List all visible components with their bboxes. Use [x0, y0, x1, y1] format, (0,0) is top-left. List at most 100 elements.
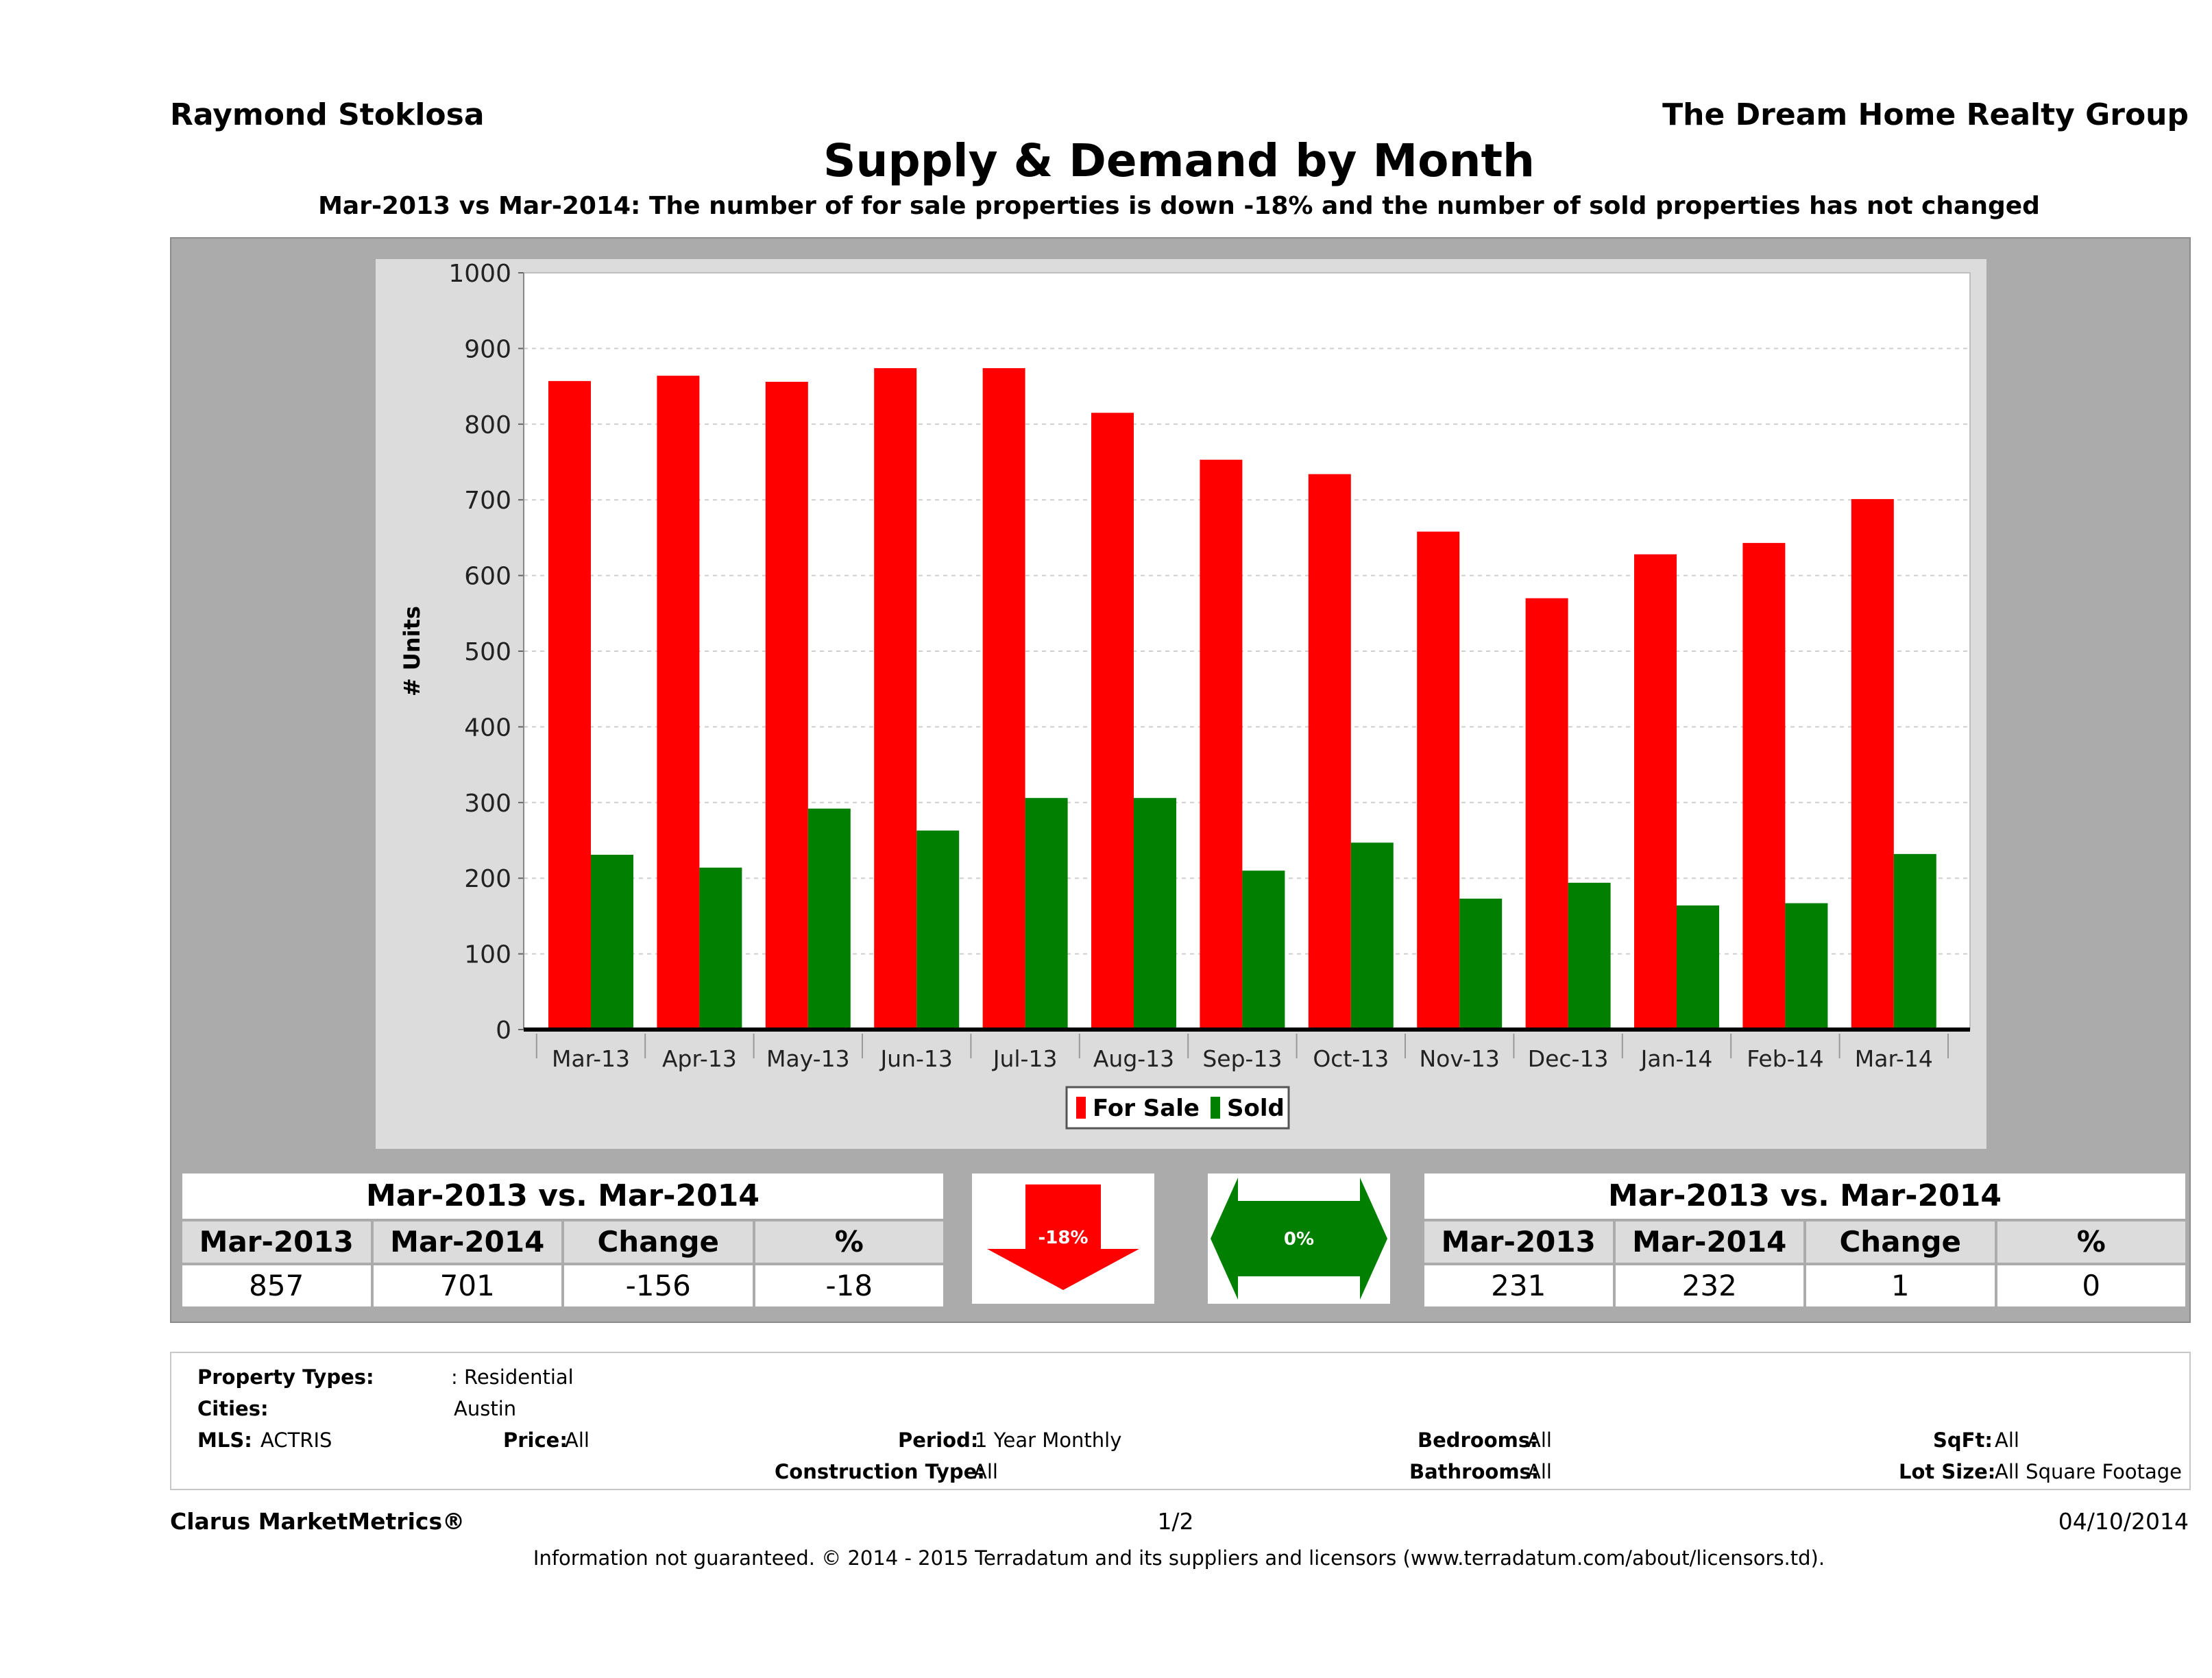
x-tick-label: May-13 — [766, 1045, 850, 1072]
property-types-value: : Residential — [451, 1365, 574, 1389]
period-label: Period: — [898, 1428, 979, 1452]
bar-sold — [1568, 882, 1611, 1030]
bathrooms-value: All — [1527, 1460, 1552, 1483]
y-tick-label: 600 — [464, 563, 511, 591]
forsale-change-label: -18% — [1038, 1228, 1088, 1248]
forsale-col-mar2013: Mar-2013 — [182, 1221, 374, 1263]
y-tick-label: 900 — [464, 335, 511, 363]
report-date: 04/10/2014 — [2058, 1508, 2189, 1535]
bar-forsale — [1091, 413, 1134, 1030]
bar-sold — [591, 854, 633, 1030]
legend-label-sold: Sold — [1227, 1095, 1285, 1122]
sold-change-label: 0% — [1284, 1229, 1314, 1250]
y-tick-label: 100 — [464, 941, 511, 969]
x-tick-label: Dec-13 — [1528, 1045, 1609, 1072]
bar-sold — [1785, 903, 1828, 1030]
bar-sold — [916, 830, 960, 1030]
bar-chart: 0 100 200 300 400 500 600 700 800 900 1000 Mar-13 Ap… — [399, 260, 1971, 1130]
x-tick-label: Mar-13 — [552, 1045, 630, 1072]
bar-forsale — [982, 368, 1025, 1030]
y-tick-label: 0 — [496, 1017, 511, 1045]
y-tick-label: 800 — [464, 411, 511, 439]
cities-label: Cities: — [197, 1397, 269, 1420]
x-tick-label: Jul-13 — [992, 1045, 1058, 1072]
sqft-label: SqFt: — [1933, 1428, 1993, 1452]
property-criteria: Property Types: : Residential Cities: Au… — [170, 1352, 2191, 1490]
bar-forsale — [657, 376, 700, 1030]
sold-table-heading: Mar-2013 vs. Mar-2014 — [1424, 1174, 2185, 1221]
forsale-value-mar2013: 857 — [182, 1265, 374, 1306]
bar-sold — [1677, 905, 1719, 1030]
chart-legend: For Sale Sold — [1065, 1086, 1290, 1130]
x-tick-label: Apr-13 — [662, 1045, 737, 1072]
bar-sold — [1459, 899, 1503, 1030]
sold-value-percent: 0 — [2082, 1269, 2101, 1302]
bar-sold — [699, 867, 742, 1030]
disclaimer: Information not guaranteed. © 2014 - 201… — [533, 1546, 1825, 1570]
y-tick-label: 1000 — [448, 260, 511, 288]
forsale-value-percent: -18 — [825, 1269, 873, 1302]
bar-sold — [1025, 798, 1068, 1030]
bar-forsale — [1417, 531, 1460, 1030]
sqft-value: All — [1995, 1428, 2019, 1452]
bar-sold — [807, 808, 851, 1030]
price-value: All — [565, 1428, 590, 1452]
x-tick-label: Oct-13 — [1313, 1045, 1389, 1072]
sold-value-mar2014: 232 — [1616, 1265, 1806, 1306]
construction-type-label: Construction Type: — [775, 1460, 985, 1483]
lot-size-value: All Square Footage — [1995, 1460, 2183, 1483]
x-tick-label: Mar-14 — [1855, 1045, 1933, 1072]
property-types-label: Property Types: — [197, 1365, 374, 1389]
forsale-col-percent: % — [834, 1225, 864, 1258]
x-tick-label: Jun-13 — [879, 1045, 952, 1072]
forsale-col-change: Change — [564, 1221, 755, 1263]
company-name: The Dream Home Realty Group — [1662, 97, 2189, 132]
forsale-table-heading: Mar-2013 vs. Mar-2014 — [182, 1174, 943, 1221]
sold-col-change: Change — [1806, 1221, 1997, 1263]
x-tick-label: Nov-13 — [1419, 1045, 1499, 1072]
bar-forsale — [874, 368, 917, 1030]
bar-forsale — [548, 380, 591, 1030]
y-tick-label: 200 — [464, 865, 511, 893]
period-value: 1 Year Monthly — [975, 1428, 1122, 1452]
bar-forsale — [1851, 499, 1894, 1030]
bar-forsale — [1525, 598, 1568, 1030]
sold-comparison-table: Mar-2013 vs. Mar-2014 Mar-2013 Mar-2014 … — [1424, 1174, 2185, 1306]
page-subtitle: Mar-2013 vs Mar-2014: The number of for … — [318, 192, 2040, 220]
down-arrow-icon — [987, 1184, 1139, 1290]
double-arrow-icon — [1211, 1178, 1387, 1300]
sold-col-mar2014: Mar-2014 — [1616, 1221, 1806, 1263]
bar-forsale — [1200, 459, 1243, 1030]
forsale-col-mar2014: Mar-2014 — [374, 1221, 564, 1263]
forsale-value-mar2014: 701 — [374, 1265, 564, 1306]
bar-forsale — [1308, 474, 1351, 1030]
forsale-change-indicator: -18% — [972, 1174, 1154, 1304]
bathrooms-label: Bathrooms: — [1409, 1460, 1540, 1483]
mls-label: MLS: — [197, 1428, 252, 1452]
brand-label: Clarus MarketMetrics® — [170, 1508, 465, 1535]
sold-value-mar2013: 231 — [1424, 1265, 1616, 1306]
construction-type-value: All — [973, 1460, 998, 1483]
x-tick-label: Sep-13 — [1202, 1045, 1282, 1072]
bar-sold — [1134, 798, 1176, 1030]
forsale-value-change: -156 — [564, 1265, 755, 1306]
bar-forsale — [1634, 554, 1677, 1030]
page-title: Supply & Demand by Month — [823, 134, 1535, 187]
bedrooms-label: Bedrooms: — [1418, 1428, 1538, 1452]
bar-sold — [1242, 871, 1285, 1030]
agent-name: Raymond Stoklosa — [170, 97, 485, 132]
legend-swatch-sold — [1211, 1097, 1220, 1119]
x-tick-label: Aug-13 — [1093, 1045, 1174, 1072]
bedrooms-value: All — [1527, 1428, 1552, 1452]
y-tick-label: 500 — [464, 638, 511, 666]
y-tick-label: 300 — [464, 790, 511, 818]
cities-value: Austin — [454, 1397, 517, 1420]
price-label: Price: — [503, 1428, 568, 1452]
bar-forsale — [1742, 543, 1786, 1030]
mls-value: ACTRIS — [260, 1428, 332, 1452]
y-axis-label: # Units — [399, 606, 425, 696]
legend-label-forsale: For Sale — [1093, 1095, 1200, 1122]
y-tick-label: 700 — [464, 487, 511, 515]
sold-value-change: 1 — [1806, 1265, 1997, 1306]
lot-size-label: Lot Size: — [1899, 1460, 1996, 1483]
